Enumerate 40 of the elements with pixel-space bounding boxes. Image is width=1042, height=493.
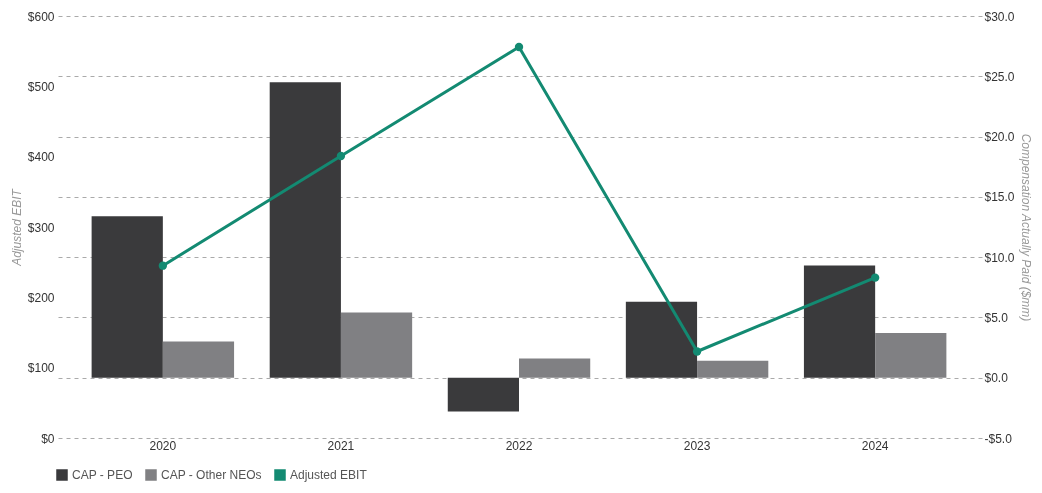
- y2-tick-label: $30.0: [984, 9, 1015, 24]
- bar: [625, 301, 698, 378]
- point: [158, 261, 168, 270]
- bar: [269, 82, 341, 378]
- y2-tick-label: $15.0: [984, 190, 1015, 205]
- bar: [519, 358, 591, 378]
- bar: [340, 312, 413, 378]
- y2-tick-label: $20.0: [984, 130, 1015, 145]
- y-tick-label: $400: [27, 150, 55, 165]
- y-tick-label: $200: [27, 290, 55, 305]
- y2-tick-label: $0.0: [984, 371, 1009, 386]
- legend-label: CAP - PEO: [72, 468, 133, 482]
- y2-tick-label: $5.0: [984, 310, 1009, 325]
- x-tick-label: 2023: [683, 438, 711, 453]
- point: [336, 151, 346, 161]
- y-tick-label: $0: [41, 431, 55, 446]
- y2-tick-label: $10.0: [984, 250, 1015, 265]
- y-axis-title: Adjusted EBIT: [9, 187, 24, 267]
- x-tick-label: 2022: [505, 438, 533, 453]
- bar: [697, 360, 769, 378]
- y2-axis-title: Compensation Actually Paid ($mm): [1018, 133, 1033, 322]
- legend-label: Adjusted EBIT: [290, 468, 368, 482]
- x-tick-label: 2021: [327, 438, 355, 453]
- y-tick-label: $300: [27, 220, 55, 235]
- y-tick-label: $500: [27, 79, 55, 94]
- bar: [803, 265, 876, 378]
- y-tick-label: $100: [27, 361, 55, 376]
- legend-label: CAP - Other NEOs: [161, 468, 262, 482]
- x-tick-label: 2024: [861, 438, 889, 453]
- bar: [447, 377, 519, 412]
- bar: [162, 341, 235, 378]
- bar: [875, 333, 947, 378]
- point: [692, 347, 702, 356]
- y2-tick-label: $25.0: [984, 69, 1015, 84]
- bar: [91, 216, 163, 378]
- x-tick-label: 2020: [149, 438, 177, 453]
- point: [870, 273, 880, 282]
- y-tick-label: $600: [27, 9, 55, 24]
- point: [514, 42, 524, 52]
- y2-tick-label: -$5.0: [984, 431, 1013, 446]
